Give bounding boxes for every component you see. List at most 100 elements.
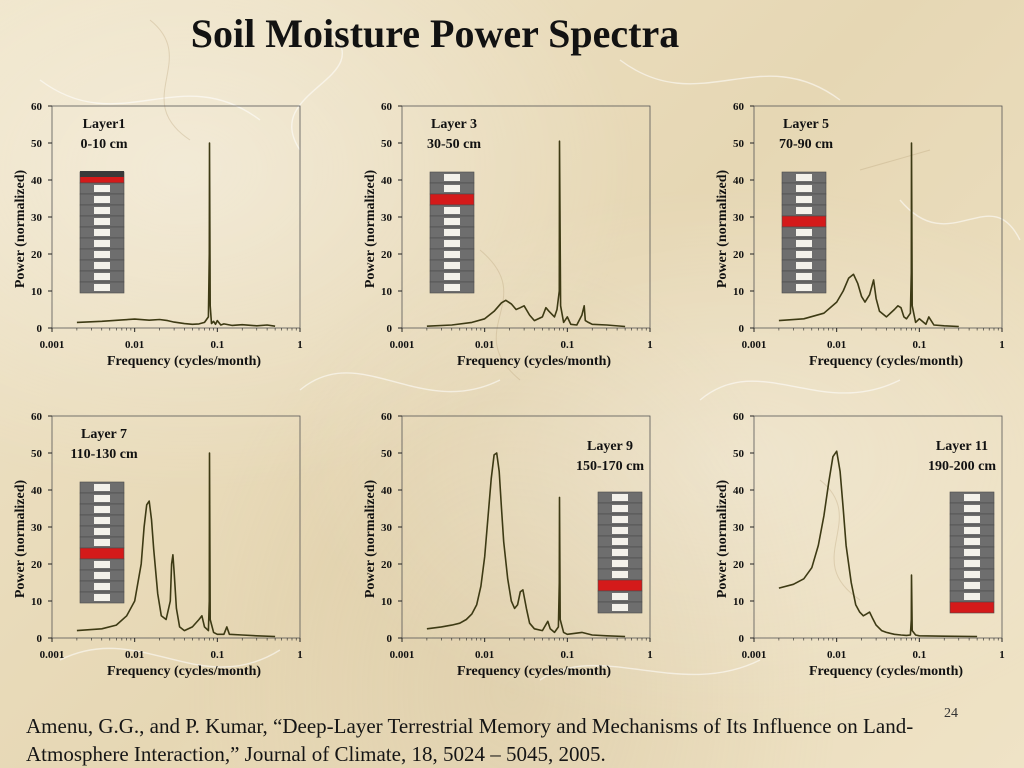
y-tick-label: 20 [733, 249, 745, 261]
highlighted-soil-layer [949, 601, 995, 614]
soil-layer-inner [94, 196, 110, 203]
y-tick-label: 0 [739, 633, 745, 645]
soil-layer-inner [612, 527, 628, 534]
x-tick-label: 1 [297, 339, 303, 351]
y-tick-label: 30 [31, 522, 43, 534]
soil-layer-inner [796, 240, 812, 247]
soil-layer-inner [612, 571, 628, 578]
soil-layer-inner [796, 185, 812, 192]
soil-column [949, 491, 995, 614]
y-tick-label: 20 [381, 249, 393, 261]
x-tick-label: 0.001 [390, 649, 415, 661]
soil-layer-inner [612, 538, 628, 545]
soil-layer-inner [444, 174, 460, 181]
x-tick-label: 0.01 [475, 649, 494, 661]
layer-label: Layer 3 [431, 117, 477, 132]
soil-layer-inner [94, 229, 110, 236]
soil-layer-inner [444, 262, 460, 269]
soil-layer-inner [94, 284, 110, 291]
y-axis-title: Power (normalized) [363, 480, 378, 599]
slide-number: 24 [944, 706, 958, 721]
x-tick-label: 1 [647, 649, 653, 661]
soil-column [429, 171, 475, 294]
y-tick-label: 60 [733, 411, 745, 423]
soil-layer-inner [444, 251, 460, 258]
y-tick-label: 40 [733, 175, 745, 187]
y-tick-label: 60 [733, 101, 745, 113]
y-tick-label: 40 [381, 175, 393, 187]
y-tick-label: 0 [387, 633, 393, 645]
soil-layer-inner [94, 251, 110, 258]
x-axis-title: Frequency (cycles/month) [809, 664, 963, 679]
y-tick-label: 50 [31, 448, 43, 460]
soil-layer-inner [796, 207, 812, 214]
y-tick-label: 0 [387, 323, 393, 335]
spectrum-panel-layer-1: 0 10 20 30 40 50 60 0.001 0.01 0.1 1 Frequency (cyc… [0, 92, 340, 392]
soil-layer-inner [964, 505, 980, 512]
soil-layer-inner [612, 516, 628, 523]
y-tick-label: 10 [381, 596, 393, 608]
y-axis-title: Power (normalized) [363, 170, 378, 289]
x-tick-label: 0.001 [40, 649, 65, 661]
x-tick-label: 0.1 [912, 339, 926, 351]
y-tick-label: 50 [733, 138, 745, 150]
y-tick-label: 40 [31, 485, 43, 497]
x-axis-title: Frequency (cycles/month) [809, 354, 963, 369]
soil-layer-inner [94, 207, 110, 214]
soil-layer-inner [796, 196, 812, 203]
x-tick-label: 0.1 [912, 649, 926, 661]
soil-column-cap [80, 171, 124, 177]
soil-layer-inner [796, 229, 812, 236]
layer-label: Layer 7 [81, 427, 127, 442]
slide-title: Soil Moisture Power Spectra [190, 11, 680, 56]
y-tick-label: 30 [733, 522, 745, 534]
citation-text: Amenu, G.G., and P. Kumar, “Deep-Layer T… [26, 714, 914, 766]
soil-layer-inner [94, 240, 110, 247]
soil-layer-inner [444, 207, 460, 214]
soil-layer-inner [94, 218, 110, 225]
y-tick-label: 20 [381, 559, 393, 571]
y-tick-label: 0 [37, 323, 43, 335]
soil-layer-inner [796, 273, 812, 280]
y-tick-label: 20 [31, 559, 43, 571]
series-line [76, 142, 276, 327]
soil-layer-inner [964, 560, 980, 567]
soil-layer-inner [94, 583, 110, 590]
x-tick-label: 1 [999, 649, 1005, 661]
soil-layer-inner [94, 517, 110, 524]
y-tick-label: 40 [381, 485, 393, 497]
x-tick-label: 0.01 [827, 649, 846, 661]
x-tick-label: 0.01 [827, 339, 846, 351]
soil-layer-inner [964, 494, 980, 501]
soil-layer-inner [94, 561, 110, 568]
x-axis-title: Frequency (cycles/month) [457, 354, 611, 369]
layer-label: Layer 9 [587, 439, 633, 454]
x-tick-label: 0.1 [560, 649, 574, 661]
x-tick-label: 0.01 [475, 339, 494, 351]
soil-layer-inner [612, 505, 628, 512]
y-tick-label: 50 [381, 448, 393, 460]
soil-column [79, 171, 125, 294]
layer-label: Layer 11 [936, 439, 988, 454]
soil-layer-inner [94, 185, 110, 192]
x-tick-label: 0.1 [210, 649, 224, 661]
series-line [76, 452, 276, 638]
chart-svg: 0 10 20 30 40 50 60 0.001 0.01 0.1 1 Frequency (cyc… [363, 411, 653, 679]
x-tick-label: 0.1 [210, 339, 224, 351]
soil-layer-inner [964, 549, 980, 556]
spectrum-panel-layer-11: 0 10 20 30 40 50 60 0.001 0.01 0.1 1 Frequency (cyc… [702, 402, 1024, 702]
x-tick-label: 0.1 [560, 339, 574, 351]
y-tick-label: 60 [31, 411, 43, 423]
y-tick-label: 40 [733, 485, 745, 497]
x-tick-label: 1 [647, 339, 653, 351]
chart-svg: 0 10 20 30 40 50 60 0.001 0.01 0.1 1 Frequency (cyc… [363, 101, 653, 369]
soil-layer-inner [444, 185, 460, 192]
y-tick-label: 60 [31, 101, 43, 113]
soil-layer-inner [612, 604, 628, 611]
y-tick-label: 30 [381, 522, 393, 534]
y-axis-title: Power (normalized) [13, 480, 28, 599]
x-tick-label: 1 [999, 339, 1005, 351]
soil-layer-inner [964, 538, 980, 545]
soil-layer-inner [94, 594, 110, 601]
